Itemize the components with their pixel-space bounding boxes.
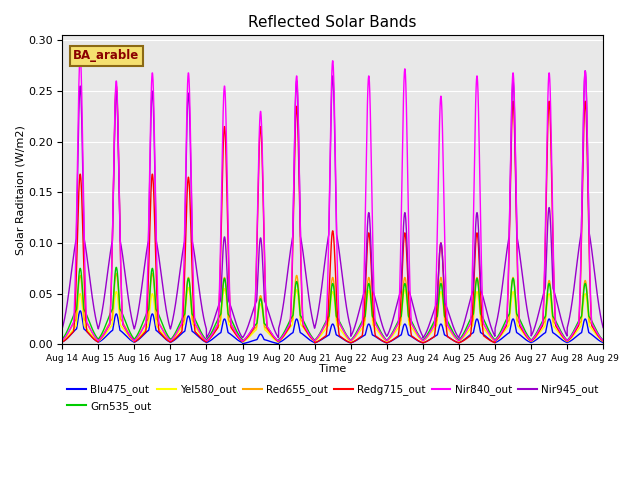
Nir945_out — [589, 256, 596, 262]
Nir945_out — [266, 313, 273, 319]
Red655_out — [113, 271, 120, 276]
Line: Grn535_out: Grn535_out — [62, 267, 603, 341]
Blu475_out — [531, 338, 538, 344]
Red655_out — [239, 339, 246, 345]
Red655_out — [599, 338, 607, 344]
Nir840_out — [266, 328, 274, 334]
Nir840_out — [58, 337, 66, 343]
Nir840_out — [290, 195, 298, 201]
Grn535_out — [290, 307, 298, 313]
Blu475_out — [599, 340, 607, 346]
Nir840_out — [599, 338, 607, 344]
Nir840_out — [589, 323, 596, 328]
Yel580_out — [152, 319, 160, 325]
Redg715_out — [266, 329, 274, 335]
Redg715_out — [152, 273, 160, 279]
Grn535_out — [531, 333, 538, 339]
Nir945_out — [531, 325, 538, 331]
Blu475_out — [152, 327, 160, 333]
Yel580_out — [589, 327, 596, 333]
Redg715_out — [419, 340, 427, 346]
Yel580_out — [531, 336, 538, 342]
Red655_out — [120, 322, 128, 328]
Nir945_out — [581, 68, 589, 74]
Redg715_out — [531, 335, 538, 341]
Red655_out — [290, 304, 298, 310]
Grn535_out — [58, 336, 66, 342]
Redg715_out — [599, 338, 607, 344]
Yel580_out — [58, 339, 66, 345]
Yel580_out — [266, 332, 274, 338]
Nir840_out — [152, 232, 160, 238]
Blu475_out — [239, 341, 246, 347]
Yel580_out — [184, 285, 192, 290]
Red655_out — [531, 335, 538, 340]
Yel580_out — [290, 312, 298, 317]
Line: Yel580_out: Yel580_out — [62, 288, 603, 342]
Blu475_out — [76, 308, 84, 314]
Yel580_out — [239, 339, 246, 345]
Grn535_out — [239, 338, 246, 344]
Line: Nir840_out: Nir840_out — [62, 56, 603, 341]
Yel580_out — [599, 339, 607, 345]
Redg715_out — [120, 324, 128, 330]
Nir945_out — [289, 217, 297, 223]
Text: BA_arable: BA_arable — [73, 49, 140, 62]
Redg715_out — [113, 83, 120, 89]
Redg715_out — [289, 220, 297, 226]
Red655_out — [152, 313, 160, 319]
Blu475_out — [120, 331, 128, 337]
Red655_out — [266, 330, 274, 336]
Nir945_out — [120, 262, 128, 268]
Nir840_out — [76, 53, 84, 59]
Grn535_out — [599, 337, 607, 343]
Y-axis label: Solar Raditaion (W/m2): Solar Raditaion (W/m2) — [15, 125, 25, 255]
Blu475_out — [290, 327, 298, 333]
Title: Reflected Solar Bands: Reflected Solar Bands — [248, 15, 417, 30]
Grn535_out — [120, 315, 128, 321]
Nir945_out — [58, 325, 66, 331]
Yel580_out — [120, 327, 128, 333]
Nir945_out — [152, 231, 160, 237]
Nir840_out — [239, 338, 246, 344]
Blu475_out — [266, 338, 274, 344]
Red655_out — [589, 324, 596, 329]
X-axis label: Time: Time — [319, 364, 346, 374]
Redg715_out — [58, 339, 66, 345]
Nir945_out — [599, 325, 607, 331]
Grn535_out — [589, 320, 596, 326]
Line: Red655_out: Red655_out — [62, 274, 603, 342]
Blu475_out — [58, 339, 66, 345]
Nir840_out — [120, 324, 128, 329]
Blu475_out — [589, 333, 596, 338]
Line: Blu475_out: Blu475_out — [62, 311, 603, 344]
Grn535_out — [266, 328, 274, 334]
Grn535_out — [152, 307, 160, 312]
Grn535_out — [113, 264, 120, 270]
Legend: Blu475_out, Grn535_out, Yel580_out, Red655_out, Redg715_out, Nir840_out, Nir945_: Blu475_out, Grn535_out, Yel580_out, Red6… — [63, 380, 602, 416]
Red655_out — [58, 337, 66, 343]
Redg715_out — [589, 324, 596, 330]
Nir945_out — [419, 335, 427, 341]
Nir840_out — [531, 334, 538, 340]
Line: Redg715_out: Redg715_out — [62, 86, 603, 343]
Line: Nir945_out: Nir945_out — [62, 71, 603, 338]
